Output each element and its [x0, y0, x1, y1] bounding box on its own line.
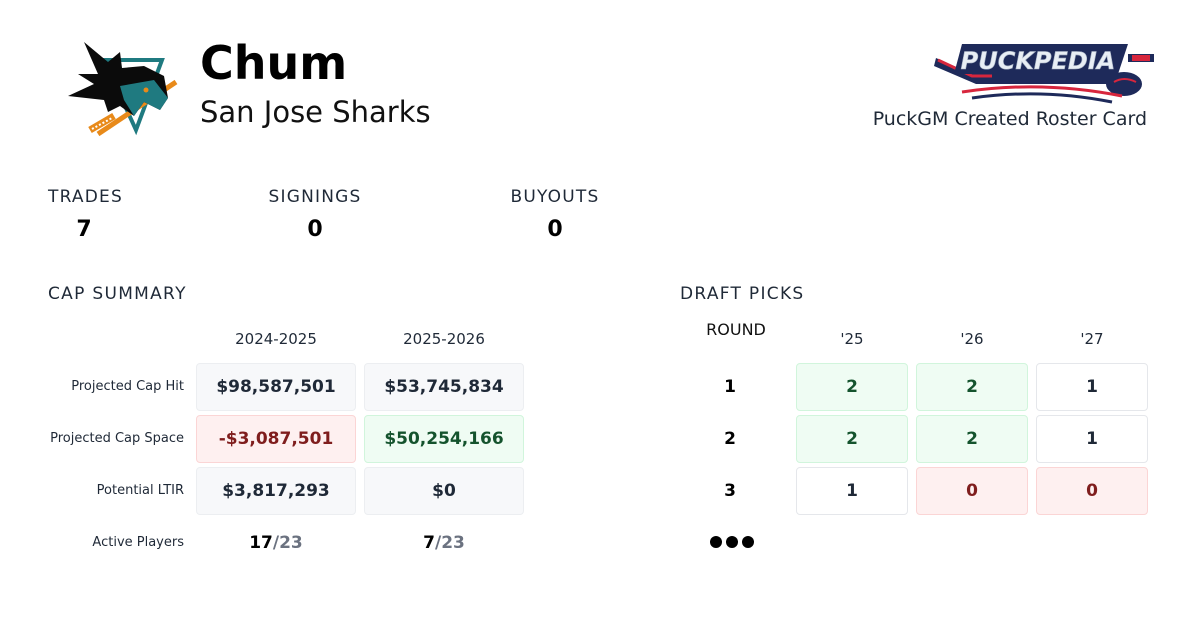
row-label-ltir: Potential LTIR	[96, 483, 184, 498]
stat-label: BUYOUTS	[510, 187, 600, 207]
active-max: /23	[272, 533, 303, 553]
row-label-active-players: Active Players	[92, 535, 184, 550]
round-number: 2	[724, 429, 736, 449]
shark-logo-icon	[68, 42, 178, 137]
stat-signings: SIGNINGS 0	[268, 187, 362, 242]
row-label-cap-space: Projected Cap Space	[50, 431, 184, 446]
puckpedia-logo: PUCKPEDIA	[932, 40, 1156, 104]
stat-value: 0	[547, 217, 563, 242]
team-title: Chum	[200, 36, 348, 90]
pick-r2-25: 2	[796, 415, 908, 463]
draft-picks-title: DRAFT PICKS	[680, 284, 805, 304]
stat-label: TRADES	[48, 187, 123, 207]
ltir-2025: $0	[364, 467, 524, 515]
cap-space-2025: $50,254,166	[364, 415, 524, 463]
cap-hit-2025: $53,745,834	[364, 363, 524, 411]
pick-r3-26: 0	[916, 467, 1028, 515]
active-max: /23	[434, 533, 465, 553]
stat-label: SIGNINGS	[268, 187, 362, 207]
active-count: 7	[423, 533, 435, 553]
pick-r2-27: 1	[1036, 415, 1148, 463]
stat-buyouts: BUYOUTS 0	[509, 187, 601, 242]
pick-r1-27: 1	[1036, 363, 1148, 411]
brand-caption: PuckGM Created Roster Card	[872, 108, 1147, 130]
active-players-2024: 17/23	[196, 533, 356, 553]
pick-r3-25: 1	[796, 467, 908, 515]
stat-trades: TRADES 7	[48, 187, 123, 242]
season-header: 2025-2026	[403, 330, 485, 348]
year-header: '27	[1080, 330, 1104, 348]
year-header: '26	[960, 330, 984, 348]
ellipsis-icon	[710, 536, 754, 548]
cap-summary-title: CAP SUMMARY	[48, 284, 187, 304]
pick-r1-25: 2	[796, 363, 908, 411]
stat-value: 0	[307, 217, 323, 242]
pick-r1-26: 2	[916, 363, 1028, 411]
cap-space-2024: -$3,087,501	[196, 415, 356, 463]
team-name: San Jose Sharks	[200, 95, 431, 129]
brand-name: PUCKPEDIA	[961, 47, 1116, 75]
ltir-2024: $3,817,293	[196, 467, 356, 515]
season-header: 2024-2025	[235, 330, 317, 348]
year-header: '25	[840, 330, 864, 348]
round-number: 3	[724, 481, 736, 501]
pick-r2-26: 2	[916, 415, 1028, 463]
row-label-cap-hit: Projected Cap Hit	[71, 379, 184, 394]
stat-value: 7	[76, 217, 92, 242]
active-count: 17	[249, 533, 273, 553]
pick-r3-27: 0	[1036, 467, 1148, 515]
cap-hit-2024: $98,587,501	[196, 363, 356, 411]
active-players-2025: 7/23	[364, 533, 524, 553]
round-header: ROUND	[706, 320, 766, 339]
team-logo	[64, 38, 184, 138]
round-number: 1	[724, 377, 736, 397]
